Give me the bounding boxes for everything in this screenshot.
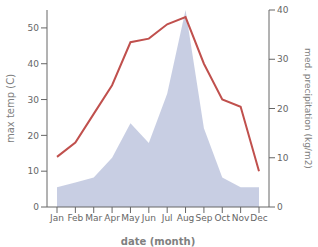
svg-text:Jun: Jun [141, 213, 156, 223]
svg-text:May: May [121, 213, 140, 223]
svg-text:Oct: Oct [214, 213, 230, 223]
svg-text:Aug: Aug [177, 213, 195, 223]
svg-text:20: 20 [28, 131, 40, 141]
svg-text:Feb: Feb [67, 213, 83, 223]
svg-text:20: 20 [277, 104, 289, 114]
svg-text:Sep: Sep [195, 213, 212, 223]
svg-text:Jul: Jul [161, 213, 173, 223]
svg-text:30: 30 [277, 54, 289, 64]
svg-text:Nov: Nov [232, 213, 250, 223]
svg-text:max temp (C): max temp (C) [8, 74, 16, 143]
svg-text:0: 0 [277, 202, 283, 212]
svg-text:10: 10 [277, 153, 289, 163]
svg-text:Jan: Jan [49, 213, 64, 223]
svg-text:40: 40 [28, 59, 40, 69]
svg-text:10: 10 [28, 166, 40, 176]
svg-text:40: 40 [277, 5, 289, 15]
svg-text:30: 30 [28, 95, 40, 105]
svg-text:Mar: Mar [85, 213, 102, 223]
svg-text:Apr: Apr [104, 213, 120, 223]
svg-text:med. precipitation (kg/m2): med. precipitation (kg/m2) [303, 48, 310, 169]
svg-text:date (month): date (month) [121, 236, 195, 247]
svg-text:Dec: Dec [250, 213, 267, 223]
svg-text:0: 0 [33, 202, 39, 212]
svg-text:50: 50 [28, 23, 40, 33]
